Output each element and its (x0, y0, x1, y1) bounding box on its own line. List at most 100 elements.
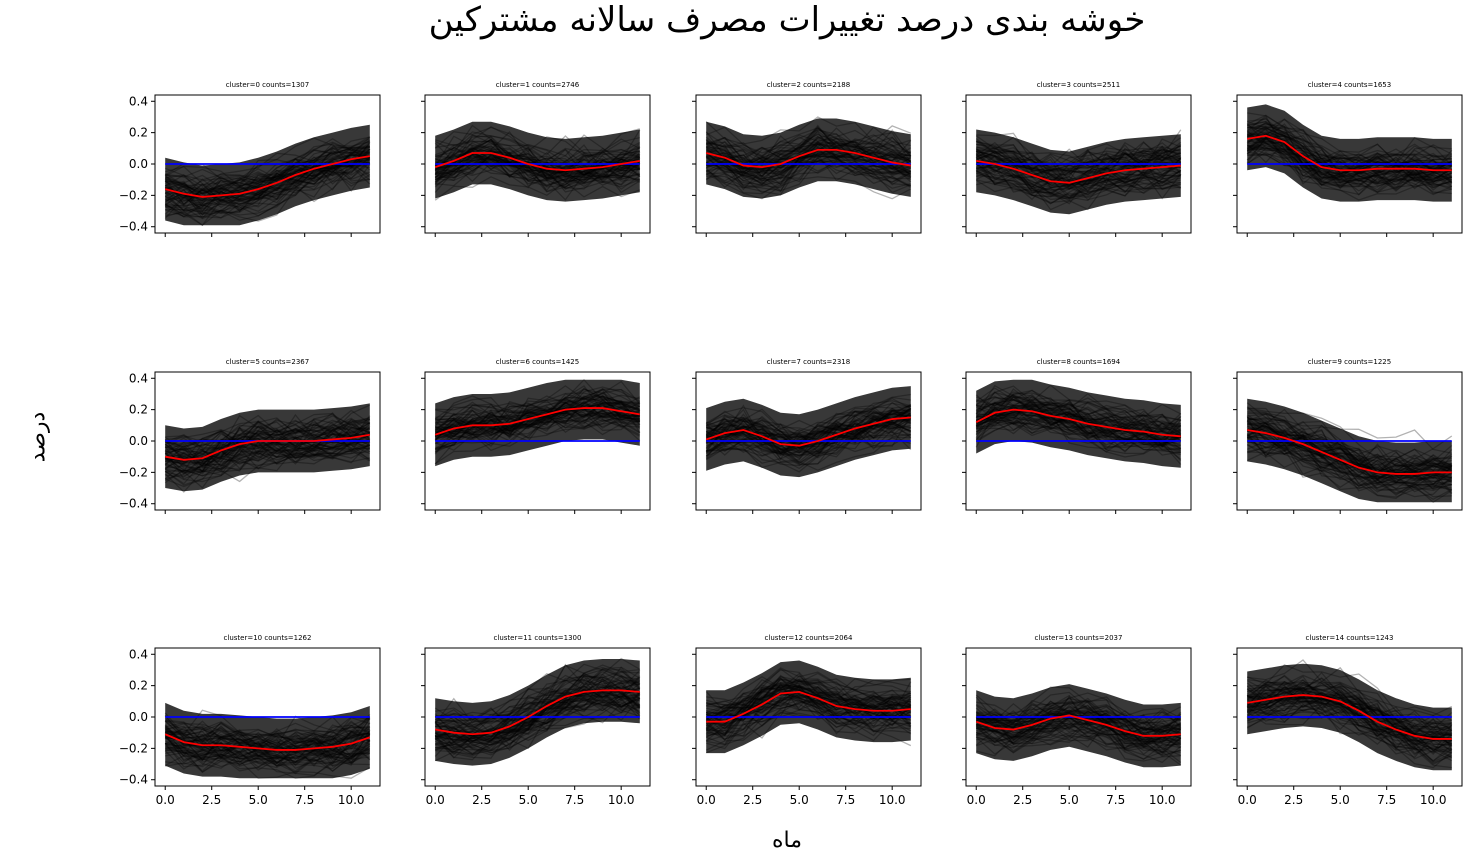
cluster-mean-line (975, 408, 1181, 438)
subplot-cluster-4: cluster=4 counts=1653 (1233, 81, 1463, 237)
trace-density-band (976, 379, 1181, 468)
y-tick-label: 0.4 (129, 94, 148, 108)
subplot-cluster-3: cluster=3 counts=2511 (962, 81, 1192, 237)
subplot-title: cluster=1 counts=2746 (496, 81, 580, 89)
x-tick-label: 10.0 (608, 793, 635, 807)
subplot-cluster-0: cluster=0 counts=1307 0.4 0.2 0.0 −0.2 −0.4 (119, 81, 381, 237)
y-tick-label: 0.4 (129, 647, 148, 661)
figure-x-axis-label: ماه (771, 828, 803, 853)
cluster-mean-line (1247, 429, 1452, 475)
x-tick-label: 5.0 (1331, 793, 1350, 807)
y-tick-label: −0.4 (119, 773, 148, 787)
x-tick-label: 0.0 (967, 793, 986, 807)
cluster-mean-line (975, 714, 1181, 737)
trace-density-band (1247, 398, 1452, 503)
cluster-mean-line (434, 407, 640, 436)
subplot-cluster-12: cluster=12 counts=2064 0.0 2.5 5.0 7.5 10.0 (692, 634, 922, 807)
cluster-mean-line (705, 416, 911, 447)
trace-density-band (706, 660, 911, 754)
x-tick-label: 0.0 (156, 793, 175, 807)
figure-title: خوشه بندی درصد تغییرات مصرف سالانه مشترک… (428, 0, 1146, 40)
subplot-cluster-8: cluster=8 counts=1694 (962, 358, 1192, 514)
x-tick-label: 7.5 (1106, 793, 1125, 807)
x-tick-label: 2.5 (1013, 793, 1032, 807)
subplot-title: cluster=9 counts=1225 (1308, 358, 1391, 366)
x-tick-label: 10.0 (1149, 793, 1176, 807)
cluster-mean-line (1247, 694, 1452, 740)
subplot-title: cluster=5 counts=2367 (226, 358, 309, 366)
subplot-cluster-7: cluster=7 counts=2318 (692, 358, 922, 514)
subplot-title: cluster=13 counts=2037 (1035, 634, 1123, 642)
x-tick-label: 5.0 (249, 793, 268, 807)
trace-density-band (165, 124, 370, 226)
y-tick-label: 0.0 (129, 157, 148, 171)
x-tick-label: 5.0 (1060, 793, 1079, 807)
x-tick-label: 0.0 (1238, 793, 1257, 807)
x-tick-label: 10.0 (338, 793, 365, 807)
cluster-mean-line (435, 689, 640, 736)
cluster-mean-line (1247, 134, 1452, 172)
trace-density-band (706, 386, 911, 478)
trace-density-band (435, 121, 640, 202)
x-tick-label: 7.5 (836, 793, 855, 807)
subplot-cluster-13: cluster=13 counts=2037 0.0 2.5 5.0 7.5 10.0 (962, 634, 1192, 807)
subplot-title: cluster=6 counts=1425 (496, 358, 579, 366)
cluster-mean-line (164, 733, 371, 751)
y-tick-label: −0.2 (119, 465, 148, 479)
x-tick-label: 2.5 (743, 793, 762, 807)
y-tick-label: 0.4 (129, 371, 148, 385)
cluster-mean-line (706, 690, 911, 723)
y-tick-label: 0.2 (129, 126, 148, 140)
subplot-title: cluster=12 counts=2064 (765, 634, 853, 642)
cluster-mean-line (165, 433, 370, 461)
subplot-title: cluster=8 counts=1694 (1037, 358, 1121, 366)
subplot-cluster-5: cluster=5 counts=2367 0.4 0.2 0.0 −0.2 −0.4 (119, 358, 381, 514)
subplot-title: cluster=7 counts=2318 (767, 358, 850, 366)
cluster-mean-line (706, 148, 911, 169)
x-tick-label: 10.0 (1420, 793, 1447, 807)
x-tick-label: 0.0 (426, 793, 445, 807)
subplot-title: cluster=4 counts=1653 (1308, 81, 1391, 89)
subplot-cluster-11: cluster=11 counts=1300 0.0 2.5 5.0 7.5 10.0 (421, 634, 651, 807)
x-tick-label: 7.5 (565, 793, 584, 807)
y-tick-label: −0.4 (119, 497, 148, 511)
cluster-mean-line (434, 152, 640, 172)
subplot-title: cluster=14 counts=1243 (1306, 634, 1394, 642)
y-tick-label: −0.4 (119, 220, 148, 234)
x-tick-label: 7.5 (1377, 793, 1396, 807)
trace-density-band (165, 702, 370, 779)
trace-density-band (976, 129, 1181, 215)
subplot-cluster-10: cluster=10 counts=1262 0.4 0.2 0.0 −0.2 −0.4 0… (119, 634, 381, 807)
subplot-cluster-1: cluster=1 counts=2746 (421, 81, 651, 237)
cluster-mean-line (976, 159, 1181, 184)
cluster-mean-line (165, 155, 370, 198)
subplot-cluster-9: cluster=9 counts=1225 (1233, 358, 1463, 514)
y-tick-label: −0.2 (119, 741, 148, 755)
y-tick-label: −0.2 (119, 188, 148, 202)
y-tick-label: 0.0 (129, 434, 148, 448)
y-tick-label: 0.2 (129, 403, 148, 417)
x-tick-label: 0.0 (697, 793, 716, 807)
x-tick-label: 5.0 (519, 793, 538, 807)
subplot-title: cluster=10 counts=1262 (224, 634, 312, 642)
x-tick-label: 10.0 (879, 793, 906, 807)
y-tick-label: 0.0 (129, 710, 148, 724)
subplot-title: cluster=0 counts=1307 (226, 81, 309, 89)
subplot-cluster-2: cluster=2 counts=2188 (692, 81, 922, 237)
x-tick-label: 2.5 (202, 793, 221, 807)
subplot-title: cluster=3 counts=2511 (1037, 81, 1120, 89)
subplot-title: cluster=11 counts=1300 (494, 634, 582, 642)
x-tick-label: 5.0 (790, 793, 809, 807)
y-tick-label: 0.2 (129, 679, 148, 693)
x-tick-label: 7.5 (295, 793, 314, 807)
x-tick-label: 2.5 (472, 793, 491, 807)
trace-density-band (1247, 104, 1452, 202)
trace-density-band (706, 118, 911, 199)
x-tick-label: 2.5 (1284, 793, 1303, 807)
subplot-cluster-6: cluster=6 counts=1425 (421, 358, 651, 514)
trace-density-band (976, 684, 1181, 768)
subplot-title: cluster=2 counts=2188 (767, 81, 850, 89)
subplot-cluster-14: cluster=14 counts=1243 0.0 2.5 5.0 7.5 10.0 (1233, 634, 1463, 807)
trace-density-band (435, 379, 640, 467)
